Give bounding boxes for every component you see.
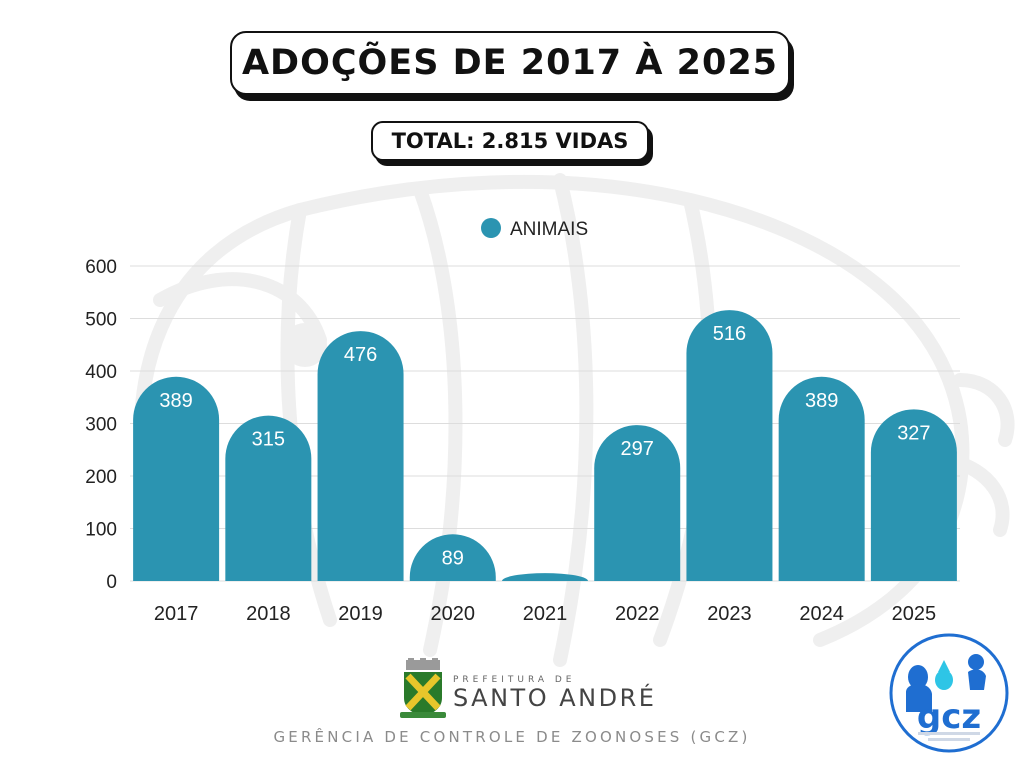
y-tick-label: 400 xyxy=(85,362,117,383)
title-box: ADOÇÕES DE 2017 À 2025 xyxy=(230,31,790,95)
x-tick-label-2018: 2018 xyxy=(246,603,291,625)
data-label-2025: 327 xyxy=(897,422,930,444)
data-label-2017: 389 xyxy=(159,390,192,412)
department-label: GERÊNCIA DE CONTROLE DE ZOONOSES (GCZ) xyxy=(273,728,751,746)
data-label-2022: 297 xyxy=(621,438,654,460)
legend-marker xyxy=(481,218,501,238)
bar-2021 xyxy=(502,573,588,581)
legend-label: ANIMAIS xyxy=(510,219,588,240)
bar-2022 xyxy=(594,425,681,581)
x-tick-label-2023: 2023 xyxy=(707,603,752,625)
y-tick-label: 0 xyxy=(106,572,117,593)
santo-andre-crest-icon xyxy=(400,658,446,718)
data-label-2020: 89 xyxy=(442,547,464,569)
data-label-2023: 516 xyxy=(713,323,746,345)
bar-2017 xyxy=(133,376,220,581)
y-tick-label: 300 xyxy=(85,415,117,436)
x-tick-label-2017: 2017 xyxy=(154,603,199,625)
x-tick-label-2019: 2019 xyxy=(338,603,383,625)
x-tick-label-2025: 2025 xyxy=(892,603,937,625)
x-tick-label-2024: 2024 xyxy=(799,603,844,625)
bar-2023 xyxy=(686,310,773,581)
bar-2025 xyxy=(870,409,957,581)
y-tick-label: 500 xyxy=(85,310,117,331)
santo-andre-label: SANTO ANDRÉ xyxy=(453,684,657,712)
bar-2019 xyxy=(317,331,404,581)
x-tick-label-2021: 2021 xyxy=(523,603,568,625)
x-tick-label-2020: 2020 xyxy=(431,603,476,625)
y-tick-label: 600 xyxy=(85,257,117,278)
bar-2020 xyxy=(409,534,496,581)
total-subtitle: TOTAL: 2.815 VIDAS xyxy=(391,129,629,153)
page-title: ADOÇÕES DE 2017 À 2025 xyxy=(241,43,779,83)
y-tick-label: 100 xyxy=(85,520,117,541)
gcz-badge-text: gcz xyxy=(917,697,981,737)
bar-2018 xyxy=(225,415,312,581)
x-tick-label-2022: 2022 xyxy=(615,603,660,625)
prefeitura-label: PREFEITURA DE xyxy=(453,675,576,685)
data-label-2024: 389 xyxy=(805,390,838,412)
bar-2024 xyxy=(778,376,865,581)
data-label-2018: 315 xyxy=(252,429,285,451)
subtitle-box: TOTAL: 2.815 VIDAS xyxy=(371,121,649,161)
gcz-logo-icon: gcz xyxy=(889,633,1009,753)
y-tick-label: 200 xyxy=(85,467,117,488)
data-label-2019: 476 xyxy=(344,344,377,366)
